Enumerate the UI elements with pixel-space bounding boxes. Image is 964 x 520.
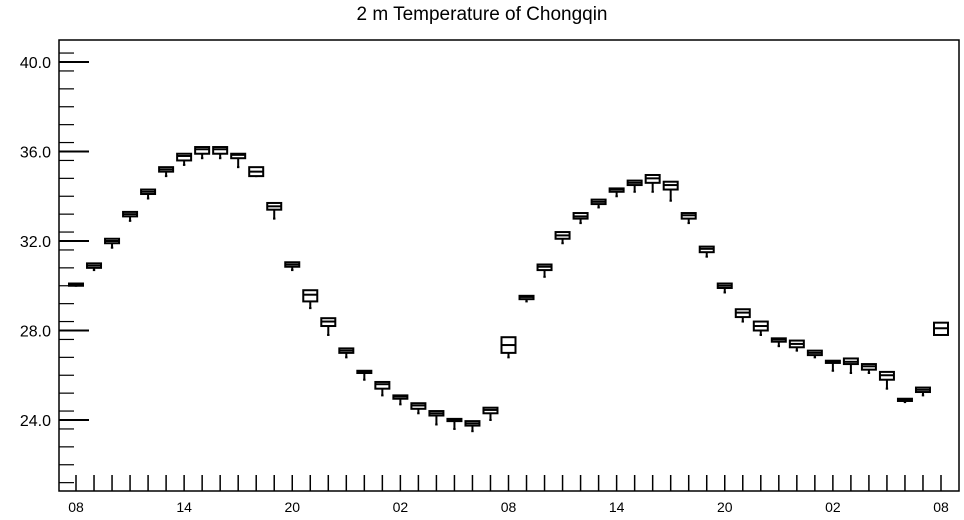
box-whisker (518, 294, 535, 303)
y-tick-label: 32.0 (20, 234, 51, 251)
x-tick-label: 20 (284, 499, 300, 515)
box-whisker (842, 357, 859, 375)
box-whisker (933, 321, 949, 336)
x-tick-label: 14 (609, 499, 625, 515)
box-whisker (410, 402, 427, 415)
box-whisker (158, 166, 175, 178)
box-whisker (464, 420, 481, 433)
y-tick-label: 40.0 (20, 55, 51, 72)
box-whisker (482, 406, 499, 421)
box-whisker (824, 359, 841, 372)
boxes-group (68, 146, 949, 433)
x-tick-label: 20 (717, 499, 733, 515)
box-whisker (878, 370, 895, 390)
box-whisker (320, 317, 337, 336)
box-whisker (644, 173, 661, 193)
x-tick-label: 08 (933, 499, 949, 515)
box-whisker (374, 380, 391, 397)
x-tick-label: 02 (393, 499, 409, 515)
box-whisker (194, 146, 211, 160)
x-tick-label: 08 (68, 499, 84, 515)
box (212, 146, 229, 155)
box-whisker (770, 337, 787, 348)
box-whisker (716, 282, 733, 294)
x-tick-label: 02 (825, 499, 841, 515)
box-whisker (104, 237, 121, 249)
x-tick-label: 08 (501, 499, 517, 515)
box-whisker (680, 212, 697, 225)
box-whisker (266, 201, 283, 220)
x-axis: 08 14 20 02 08 14 20 02 08 (68, 475, 949, 515)
box (302, 289, 319, 303)
box (194, 146, 211, 155)
y-tick-label: 24.0 (20, 413, 51, 430)
box-whisker (734, 308, 751, 323)
box-whisker (212, 146, 229, 160)
box (230, 152, 247, 160)
box-whisker (752, 320, 769, 336)
box-whisker (140, 188, 157, 200)
plot-frame (58, 39, 960, 492)
box-whisker (896, 397, 913, 404)
box-whisker (698, 245, 715, 258)
box-whisker (554, 231, 571, 245)
box-whisker (428, 410, 445, 426)
box-whisker (338, 347, 355, 359)
box-whisker (68, 282, 84, 287)
box-whisker (626, 179, 643, 193)
box (374, 380, 391, 390)
box-whisker (590, 198, 607, 209)
box-whisker (608, 187, 625, 198)
chart-title: 2 m Temperature of Chongqin (356, 4, 608, 25)
box-whisker (122, 210, 139, 222)
box-whisker (500, 336, 517, 359)
box-whisker (392, 394, 409, 406)
box-whisker (572, 212, 589, 225)
box-whisker (446, 417, 463, 430)
y-tick-label: 36.0 (20, 145, 51, 162)
box-whisker (860, 363, 877, 375)
box-whisker (356, 369, 373, 381)
y-tick-label: 28.0 (20, 324, 51, 341)
box-whisker (302, 289, 319, 310)
box-whisker (86, 262, 103, 272)
box-whisker (536, 263, 553, 278)
box-whisker (284, 261, 301, 272)
box-whisker (662, 180, 679, 202)
box-whisker (788, 339, 805, 352)
y-axis: 24.0 28.0 32.0 36.0 40.0 (20, 52, 89, 484)
box-whisker (806, 349, 823, 359)
box-whisker (914, 386, 931, 397)
box-whisker (230, 152, 247, 169)
box-whisker (176, 152, 193, 166)
box-whisker (248, 166, 265, 178)
box (176, 152, 193, 162)
x-tick-label: 14 (176, 499, 192, 515)
